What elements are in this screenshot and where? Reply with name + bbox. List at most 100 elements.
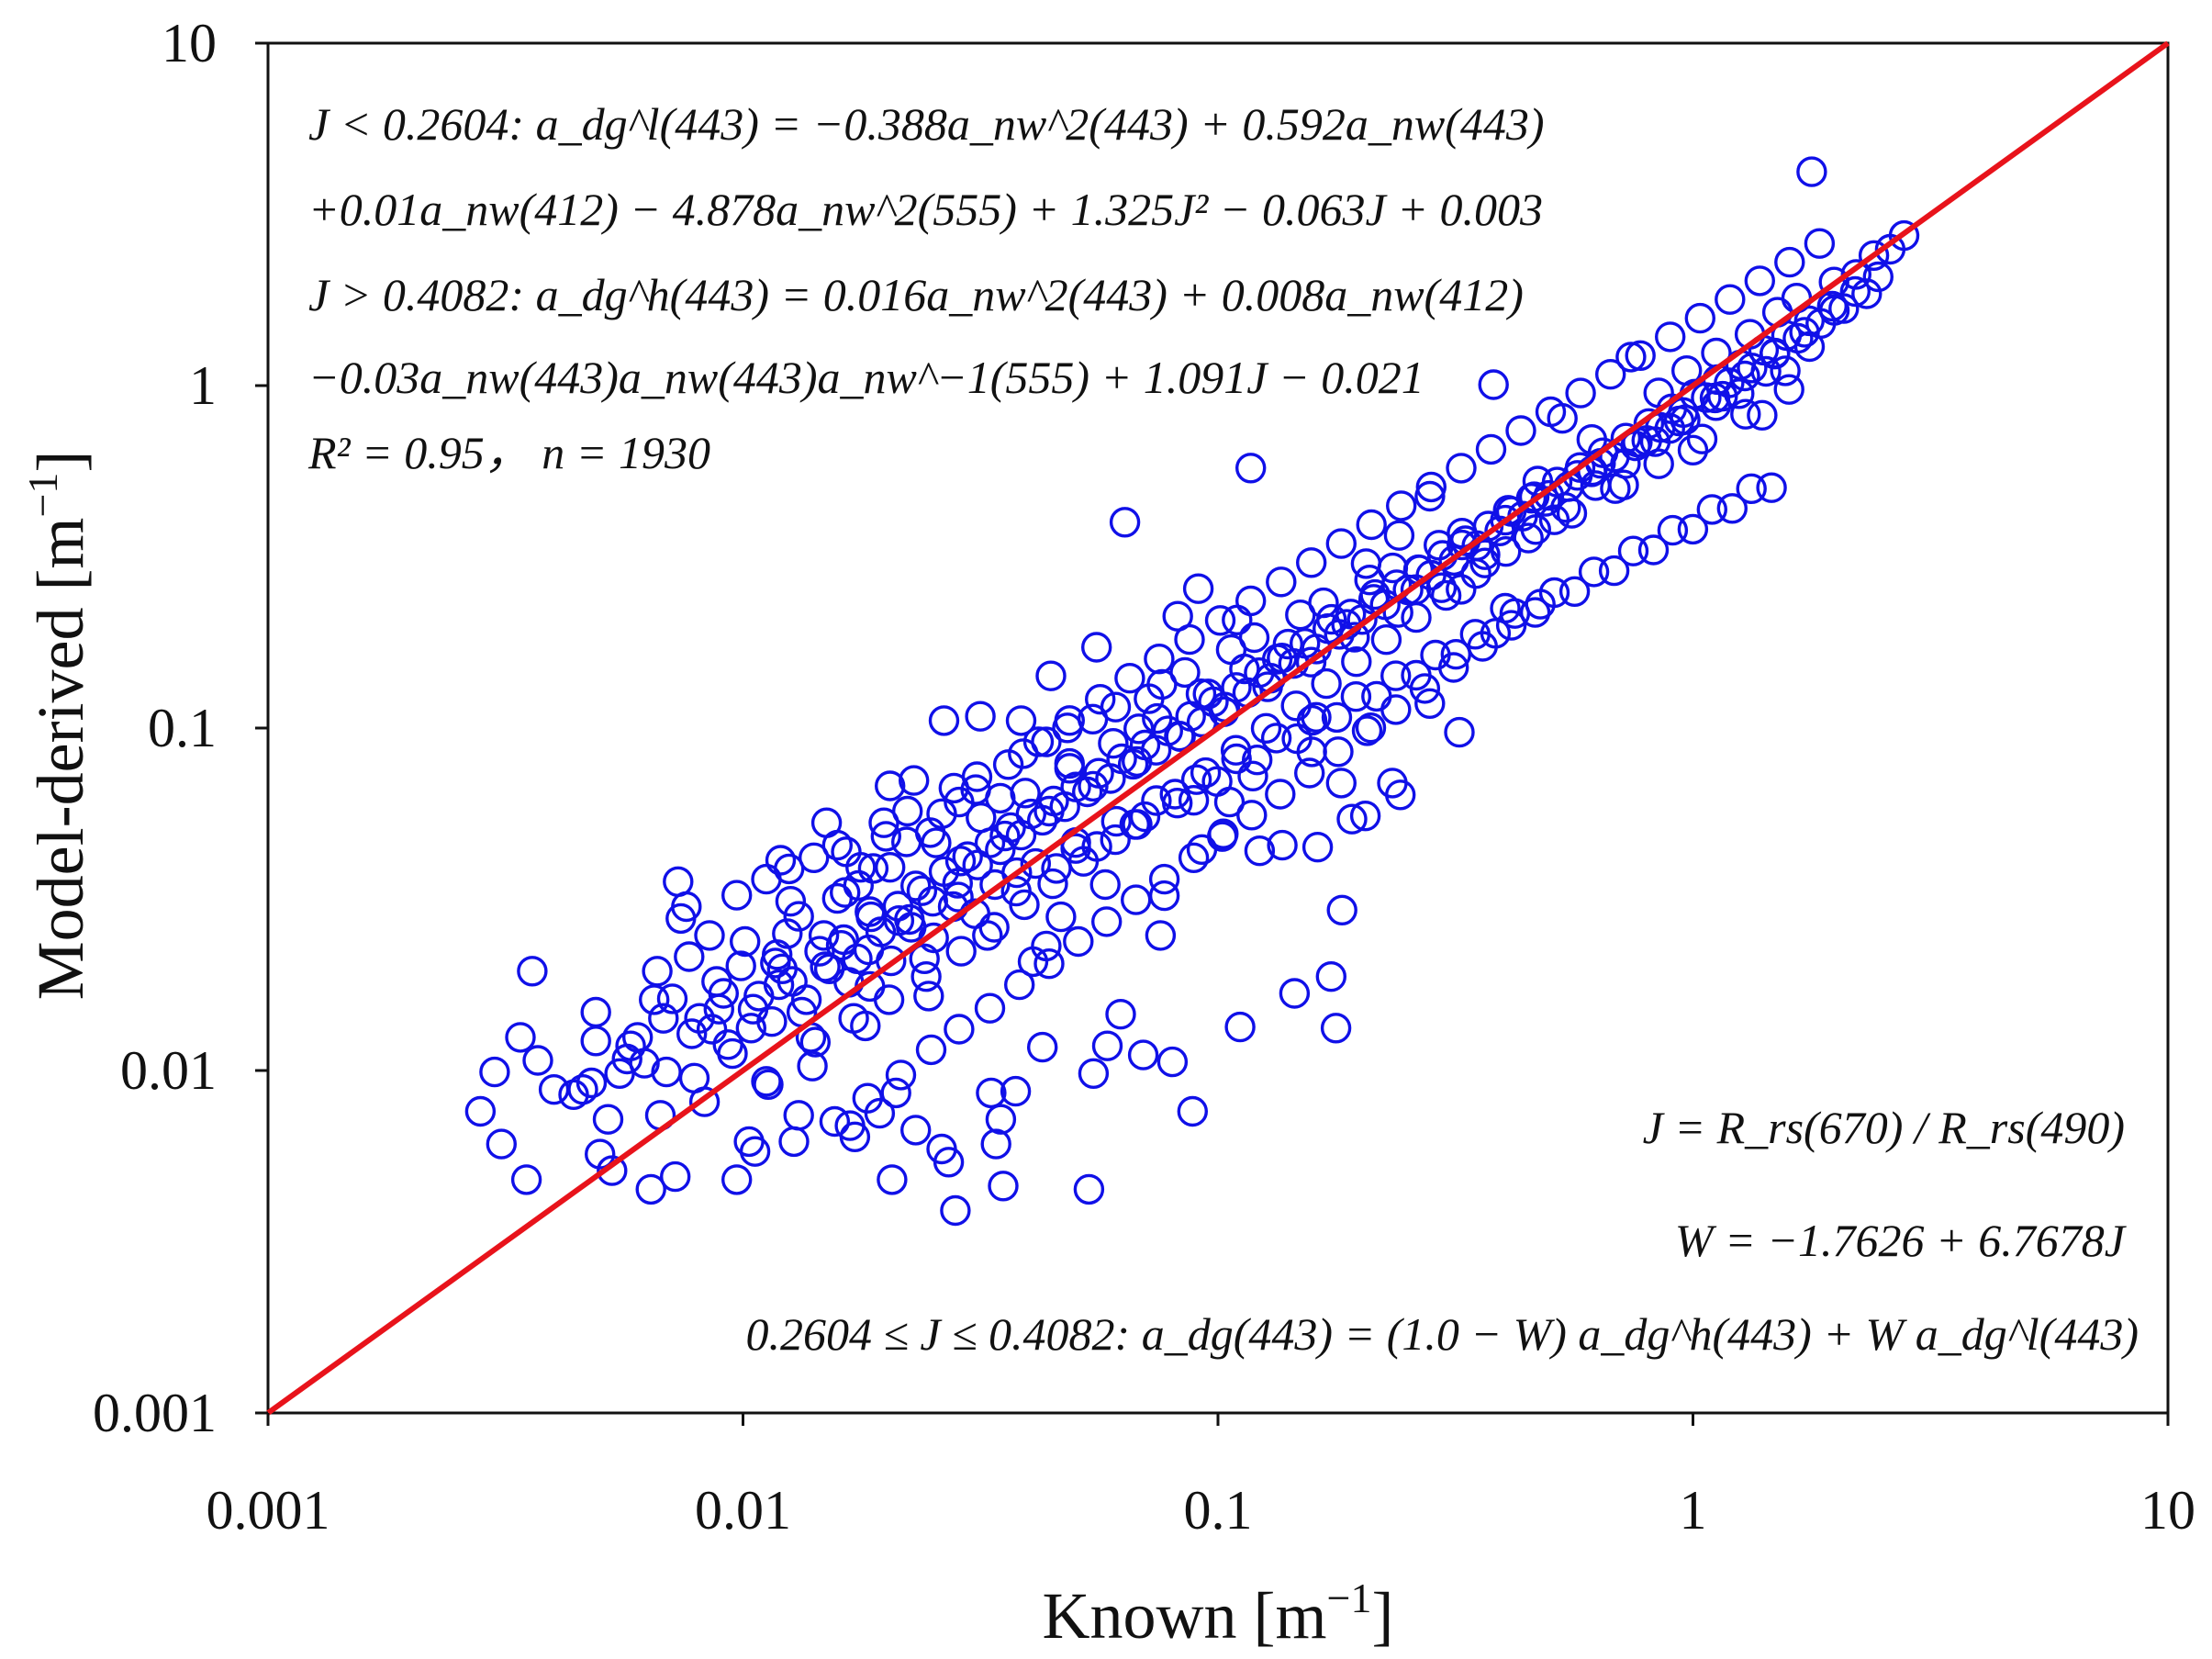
data-point bbox=[1657, 514, 1689, 546]
data-point bbox=[1260, 723, 1292, 754]
data-point bbox=[1302, 832, 1334, 863]
data-point bbox=[1351, 715, 1383, 746]
equation-line-1: J < 0.2604: a_dg^l(443) = −0.388a_nw^2(4… bbox=[308, 98, 1544, 150]
data-point bbox=[1565, 377, 1596, 409]
data-point bbox=[1356, 509, 1387, 541]
data-point bbox=[1513, 522, 1544, 554]
data-point bbox=[1804, 228, 1836, 259]
data-point bbox=[1080, 632, 1112, 663]
data-point bbox=[1063, 925, 1094, 958]
data-point bbox=[1744, 265, 1776, 297]
data-point bbox=[1100, 824, 1131, 856]
data-point bbox=[838, 1003, 869, 1034]
data-point bbox=[852, 1082, 883, 1114]
data-point bbox=[1467, 631, 1499, 662]
blend-equation: 0.2604 ≤ J ≤ 0.4082: a_dg(443) = (1.0 − … bbox=[745, 1308, 2139, 1360]
data-point bbox=[1144, 644, 1175, 675]
data-point bbox=[708, 978, 739, 1009]
data-point bbox=[1736, 473, 1767, 504]
data-point bbox=[1178, 785, 1210, 816]
x-axis-title-text: Known [m bbox=[1043, 1579, 1327, 1653]
data-point bbox=[1054, 747, 1086, 779]
data-point bbox=[1525, 588, 1556, 620]
data-point bbox=[1272, 628, 1304, 660]
data-point bbox=[918, 922, 949, 954]
data-point bbox=[943, 881, 974, 913]
data-point bbox=[1756, 472, 1787, 503]
data-point bbox=[1520, 514, 1552, 545]
data-point bbox=[1266, 566, 1297, 598]
data-point bbox=[1495, 610, 1527, 641]
data-point bbox=[1774, 246, 1805, 278]
data-point bbox=[855, 896, 886, 927]
data-point bbox=[1234, 453, 1267, 484]
data-point bbox=[1355, 712, 1387, 744]
data-point bbox=[1663, 405, 1695, 437]
data-point bbox=[1279, 978, 1311, 1009]
data-point bbox=[1221, 743, 1252, 775]
data-point bbox=[1716, 493, 1748, 524]
data-point bbox=[505, 1022, 536, 1053]
data-point bbox=[1505, 415, 1536, 446]
data-point bbox=[1475, 433, 1507, 465]
data-point bbox=[1400, 574, 1432, 605]
data-point bbox=[1127, 1039, 1159, 1071]
data-point bbox=[965, 701, 996, 732]
data-point bbox=[1818, 295, 1850, 326]
data-point bbox=[1359, 578, 1391, 611]
data-point bbox=[1730, 398, 1761, 430]
equations-bottom-right: J = R_rs(670) / R_rs(490) W = −1.7626 + … bbox=[745, 1102, 2139, 1360]
data-point bbox=[676, 1018, 708, 1049]
data-point bbox=[522, 1045, 553, 1076]
data-point bbox=[635, 1173, 666, 1205]
data-point bbox=[900, 1115, 932, 1146]
data-point bbox=[1414, 480, 1446, 512]
data-point bbox=[876, 945, 907, 977]
data-point bbox=[660, 1160, 691, 1193]
data-point bbox=[1839, 275, 1871, 308]
data-point bbox=[575, 1067, 608, 1099]
data-point bbox=[944, 846, 977, 877]
data-point bbox=[1238, 622, 1270, 654]
data-point bbox=[1100, 691, 1132, 723]
data-point bbox=[1078, 1058, 1110, 1090]
data-point bbox=[464, 1095, 497, 1127]
data-point bbox=[1041, 853, 1072, 884]
data-point bbox=[1105, 998, 1136, 1030]
data-point bbox=[830, 877, 861, 908]
data-point bbox=[1535, 396, 1567, 428]
data-point bbox=[1789, 317, 1820, 348]
data-point bbox=[1123, 713, 1155, 745]
data-point bbox=[940, 1194, 971, 1227]
data-point bbox=[1178, 842, 1210, 873]
data-point bbox=[580, 1026, 611, 1057]
x-tick-label: 1 bbox=[1680, 1480, 1707, 1541]
data-point bbox=[913, 981, 944, 1012]
data-point bbox=[1858, 240, 1890, 271]
data-point bbox=[1308, 587, 1339, 619]
data-point bbox=[678, 1062, 710, 1094]
data-point bbox=[1594, 359, 1626, 390]
data-point bbox=[1793, 331, 1826, 363]
data-point bbox=[1141, 785, 1172, 816]
y-tick-label: 1 bbox=[189, 355, 217, 416]
data-point bbox=[875, 852, 906, 883]
data-point bbox=[1142, 702, 1173, 734]
data-point bbox=[1677, 434, 1709, 465]
data-point bbox=[597, 1155, 628, 1186]
data-point bbox=[988, 1171, 1019, 1202]
data-point bbox=[1035, 660, 1067, 691]
data-point bbox=[906, 875, 938, 906]
data-point bbox=[1026, 1031, 1058, 1063]
data-point bbox=[763, 969, 795, 1001]
equations-top-left: J < 0.2604: a_dg^l(443) = −0.388a_nw^2(4… bbox=[307, 98, 1544, 478]
data-point bbox=[1250, 712, 1282, 744]
data-point bbox=[985, 1104, 1017, 1135]
data-point bbox=[712, 1029, 743, 1060]
data-point bbox=[1114, 663, 1145, 694]
data-point bbox=[1519, 597, 1551, 628]
data-point bbox=[510, 1164, 542, 1195]
data-point bbox=[1182, 573, 1214, 604]
data-point bbox=[486, 1128, 517, 1160]
data-point bbox=[1684, 302, 1716, 334]
